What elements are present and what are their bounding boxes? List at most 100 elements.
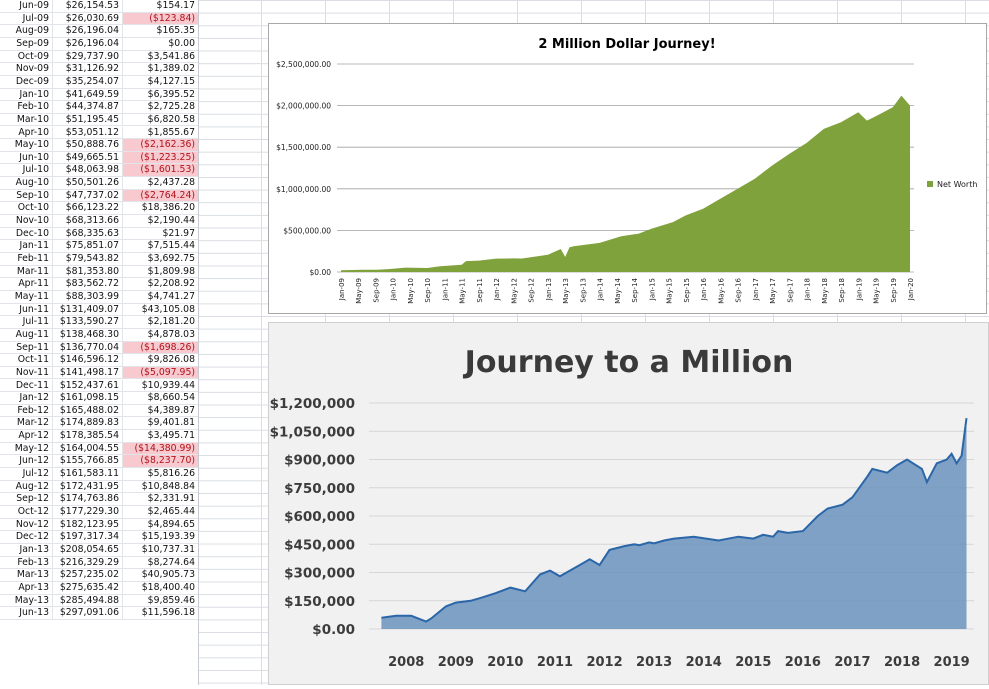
- table-row[interactable]: Mar-10 $51,195.45 $6,820.58: [0, 113, 198, 127]
- cell-change[interactable]: $9,826.08: [147, 354, 195, 366]
- cell-date[interactable]: Jul-10: [0, 164, 53, 177]
- cell-value[interactable]: $68,335.63: [53, 227, 123, 240]
- table-row[interactable]: Apr-12 $178,385.54 $3,495.71: [0, 430, 198, 443]
- table-row[interactable]: Nov-10 $68,313.66 $2,190.44: [0, 215, 198, 228]
- cell-date[interactable]: Jun-09: [0, 0, 53, 12]
- cell-value[interactable]: $161,583.11: [53, 468, 123, 480]
- cell-value[interactable]: $146,596.12: [53, 354, 123, 366]
- cell-value[interactable]: $174,763.86: [53, 493, 123, 505]
- table-row[interactable]: Sep-09 $26,196.04 $0.00: [0, 37, 198, 51]
- cell-change[interactable]: $2,437.28: [147, 177, 195, 189]
- table-row[interactable]: Nov-11 $141,498.17 ($5,097.95): [0, 366, 198, 380]
- table-row[interactable]: May-10 $50,888.76 ($2,162.36): [0, 139, 198, 152]
- cell-date[interactable]: Jun-10: [0, 151, 53, 164]
- cell-value[interactable]: $26,196.04: [53, 37, 123, 50]
- cell-value[interactable]: $26,154.53: [53, 0, 123, 12]
- cell-date[interactable]: Dec-09: [0, 75, 53, 88]
- cell-change[interactable]: $3,495.71: [147, 430, 195, 442]
- cell-value[interactable]: $44,374.87: [53, 101, 123, 113]
- cell-value[interactable]: $257,235.02: [53, 569, 123, 581]
- table-row[interactable]: Aug-11 $138,468.30 $4,878.03: [0, 328, 198, 342]
- cell-date[interactable]: Apr-12: [0, 430, 53, 442]
- cell-date[interactable]: Jan-10: [0, 88, 53, 101]
- cell-change[interactable]: ($14,380.99): [123, 442, 198, 455]
- cell-value[interactable]: $275,635.42: [53, 581, 123, 594]
- cell-value[interactable]: $285,494.88: [53, 594, 123, 607]
- cell-change[interactable]: $154.17: [156, 0, 195, 11]
- cell-date[interactable]: Apr-10: [0, 126, 53, 139]
- cell-date[interactable]: Jan-11: [0, 240, 53, 252]
- table-row[interactable]: Jan-10 $41,649.59 $6,395.52: [0, 88, 198, 102]
- cell-date[interactable]: Aug-11: [0, 328, 53, 341]
- table-row[interactable]: Jun-10 $49,665.51 ($1,223.25): [0, 151, 198, 165]
- cell-date[interactable]: Jul-09: [0, 12, 53, 25]
- cell-date[interactable]: May-10: [0, 139, 53, 151]
- table-row[interactable]: Aug-09 $26,196.04 $165.35: [0, 25, 198, 38]
- table-row[interactable]: Jul-12 $161,583.11 $5,816.26: [0, 468, 198, 481]
- cell-change[interactable]: $4,878.03: [147, 328, 195, 340]
- cell-change[interactable]: ($5,097.95): [123, 366, 198, 379]
- cell-value[interactable]: $41,649.59: [53, 88, 123, 101]
- table-row[interactable]: Feb-13 $216,329.29 $8,274.64: [0, 556, 198, 570]
- cell-value[interactable]: $165,488.02: [53, 404, 123, 417]
- cell-change[interactable]: $9,401.81: [147, 417, 195, 429]
- table-row[interactable]: Aug-12 $172,431.95 $10,848.84: [0, 480, 198, 494]
- cell-change[interactable]: $2,465.44: [147, 506, 195, 517]
- cell-date[interactable]: Sep-12: [0, 493, 53, 505]
- cell-date[interactable]: Dec-12: [0, 531, 53, 543]
- table-row[interactable]: Jun-13 $297,091.06 $11,596.18: [0, 607, 198, 620]
- cell-change[interactable]: ($2,764.24): [123, 189, 198, 202]
- cell-change[interactable]: $4,741.27: [147, 290, 195, 302]
- cell-date[interactable]: Jun-13: [0, 607, 53, 619]
- cell-value[interactable]: $83,562.72: [53, 278, 123, 290]
- cell-change[interactable]: $1,389.02: [147, 63, 195, 75]
- cell-change[interactable]: $8,274.64: [147, 556, 195, 568]
- cell-date[interactable]: Feb-11: [0, 253, 53, 265]
- cell-value[interactable]: $26,196.04: [53, 25, 123, 37]
- cell-value[interactable]: $141,498.17: [53, 366, 123, 379]
- cell-date[interactable]: Jul-12: [0, 468, 53, 480]
- table-row[interactable]: Jan-11 $75,851.07 $7,515.44: [0, 240, 198, 253]
- table-row[interactable]: Mar-11 $81,353.80 $1,809.98: [0, 265, 198, 279]
- table-row[interactable]: Mar-12 $174,889.83 $9,401.81: [0, 417, 198, 431]
- cell-value[interactable]: $35,254.07: [53, 75, 123, 88]
- cell-date[interactable]: Sep-10: [0, 189, 53, 202]
- cell-value[interactable]: $47,737.02: [53, 189, 123, 202]
- table-row[interactable]: Apr-10 $53,051.12 $1,855.67: [0, 126, 198, 140]
- table-row[interactable]: Nov-12 $182,123.95 $4,894.65: [0, 518, 198, 532]
- cell-change[interactable]: $10,737.31: [141, 543, 195, 555]
- table-row[interactable]: Jun-12 $155,766.85 ($8,237.70): [0, 455, 198, 469]
- cell-date[interactable]: Dec-11: [0, 379, 53, 392]
- cell-change[interactable]: $40,905.73: [141, 569, 195, 581]
- cell-date[interactable]: Jan-12: [0, 392, 53, 404]
- table-row[interactable]: Jun-11 $131,409.07 $43,105.08: [0, 303, 198, 317]
- cell-change[interactable]: ($1,223.25): [123, 151, 198, 164]
- cell-date[interactable]: May-13: [0, 594, 53, 607]
- cell-change[interactable]: $2,331.91: [147, 493, 195, 505]
- cell-date[interactable]: Aug-12: [0, 480, 53, 493]
- cell-change[interactable]: $6,820.58: [147, 113, 195, 125]
- cell-date[interactable]: Nov-10: [0, 215, 53, 227]
- cell-change[interactable]: $2,208.92: [147, 278, 195, 290]
- cell-change[interactable]: $2,725.28: [147, 101, 195, 113]
- cell-date[interactable]: Aug-10: [0, 177, 53, 189]
- cell-value[interactable]: $79,543.82: [53, 253, 123, 265]
- cell-date[interactable]: Jan-13: [0, 543, 53, 556]
- table-row[interactable]: Sep-11 $136,770.04 ($1,698.26): [0, 341, 198, 355]
- cell-value[interactable]: $297,091.06: [53, 607, 123, 619]
- cell-change[interactable]: $1,855.67: [147, 126, 195, 138]
- cell-change[interactable]: $4,894.65: [147, 518, 195, 530]
- cell-change[interactable]: $3,541.86: [147, 50, 195, 62]
- table-row[interactable]: Apr-13 $275,635.42 $18,400.40: [0, 581, 198, 595]
- cell-value[interactable]: $178,385.54: [53, 430, 123, 442]
- cell-date[interactable]: Nov-09: [0, 63, 53, 75]
- table-row[interactable]: Aug-10 $50,501.26 $2,437.28: [0, 177, 198, 190]
- cell-change[interactable]: $165.35: [156, 25, 195, 37]
- cell-value[interactable]: $182,123.95: [53, 518, 123, 531]
- cell-value[interactable]: $51,195.45: [53, 113, 123, 126]
- table-row[interactable]: Feb-11 $79,543.82 $3,692.75: [0, 253, 198, 266]
- cell-change[interactable]: ($1,601.53): [123, 164, 198, 177]
- net-worth-chart[interactable]: 2 Million Dollar Journey! Net Worth $0.0…: [268, 23, 987, 314]
- table-row[interactable]: Dec-10 $68,335.63 $21.97: [0, 227, 198, 241]
- table-row[interactable]: Oct-11 $146,596.12 $9,826.08: [0, 354, 198, 367]
